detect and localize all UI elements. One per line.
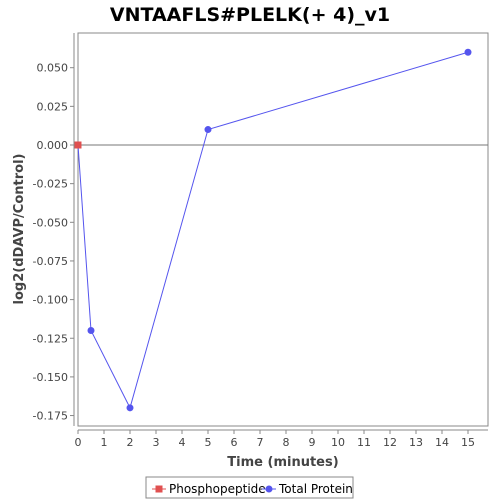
legend-box: [145, 476, 354, 499]
x-tick-label: 14: [435, 436, 449, 449]
x-axis-title: Time (minutes): [227, 455, 338, 470]
x-tick-label: 8: [283, 436, 290, 449]
y-tick-label: -0.100: [33, 294, 68, 307]
y-tick-label: -0.150: [33, 371, 68, 384]
x-tick-label: 4: [179, 436, 186, 449]
chart-title: VNTAAFLS#PLELK(+ 4)_v1: [110, 4, 390, 26]
total-protein-point: [464, 48, 472, 56]
x-tick-label: 10: [331, 436, 345, 449]
x-tick-label: 0: [75, 436, 82, 449]
legend-phosphopeptide-marker: [155, 485, 163, 493]
x-tick-label: 15: [461, 436, 475, 449]
y-tick-label: -0.175: [33, 410, 68, 423]
total-protein-point: [87, 327, 95, 335]
x-tick-label: 3: [153, 436, 160, 449]
x-tick-label: 6: [231, 436, 238, 449]
y-tick-label: -0.025: [33, 178, 68, 191]
plot-area: [77, 32, 489, 427]
y-tick-label: -0.125: [33, 332, 68, 345]
legend-total-protein-label: Total Protein: [278, 482, 353, 496]
x-tick-label: 13: [409, 436, 423, 449]
y-tick-label: 0.050: [37, 62, 69, 75]
legend: Phosphopeptide Total Protein: [145, 476, 354, 499]
x-tick-label: 7: [257, 436, 264, 449]
y-tick-label: -0.075: [33, 255, 68, 268]
x-tick-label: 12: [383, 436, 397, 449]
x-tick-label: 11: [357, 436, 371, 449]
y-tick-label: -0.050: [33, 216, 68, 229]
y-tick-label: 0.025: [37, 100, 69, 113]
x-tick-label: 1: [101, 436, 108, 449]
x-tick-label: 2: [127, 436, 134, 449]
y-axis-title: log2(dDAVP/Control): [12, 154, 27, 305]
x-tick-label: 5: [205, 436, 212, 449]
total-protein-point: [204, 126, 212, 134]
total-protein-point: [126, 404, 134, 412]
legend-phosphopeptide-label: Phosphopeptide: [169, 482, 266, 496]
phosphopeptide-point: [74, 141, 82, 149]
legend-total-protein-marker: [265, 485, 273, 493]
y-tick-label: 0.000: [37, 139, 69, 152]
x-tick-label: 9: [309, 436, 316, 449]
